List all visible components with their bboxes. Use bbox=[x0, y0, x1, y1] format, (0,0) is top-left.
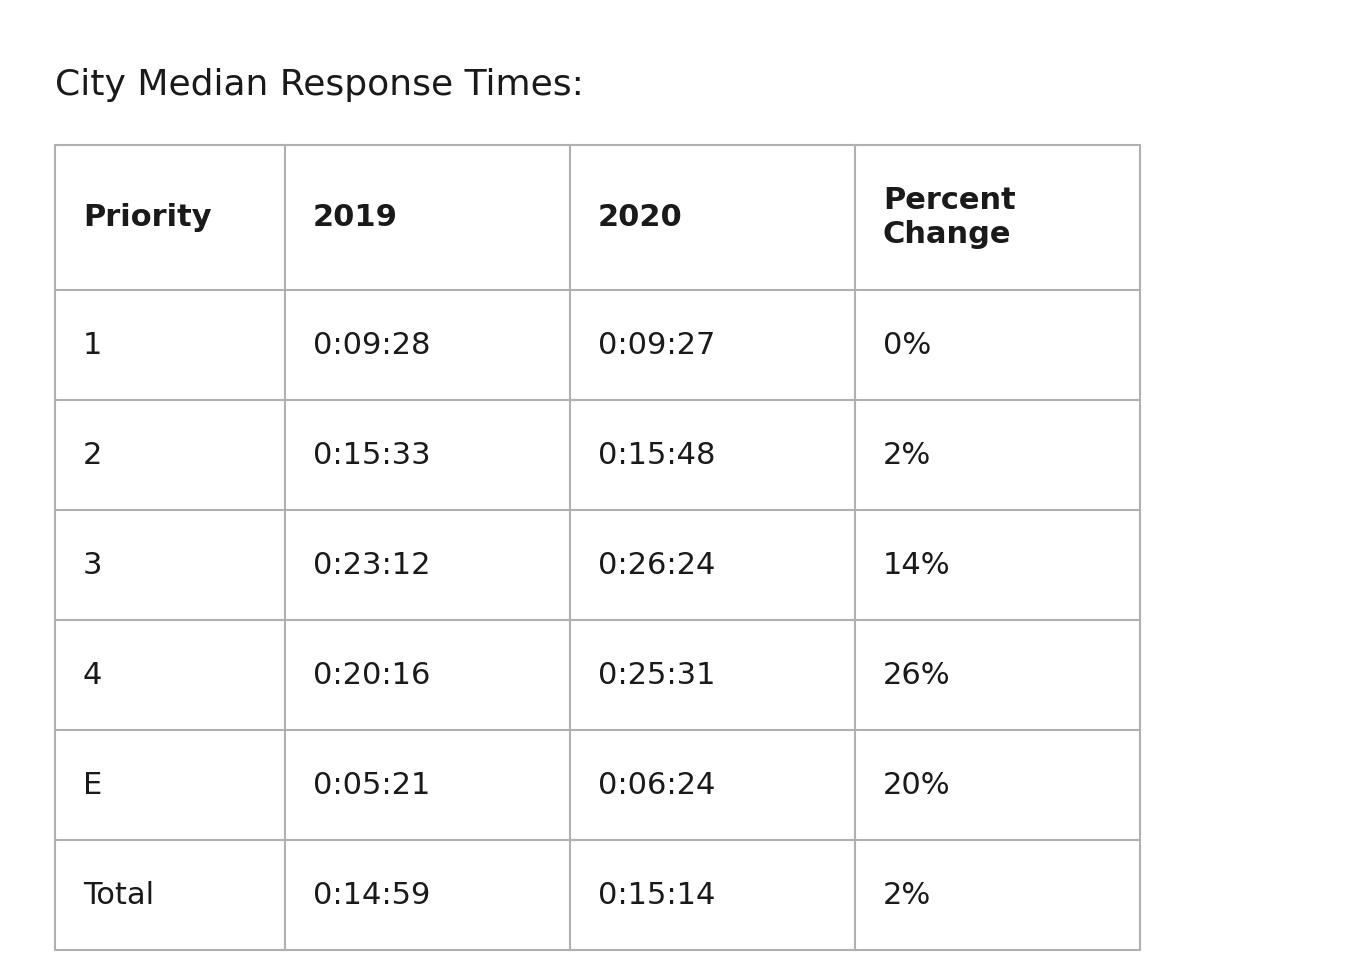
Text: 0:25:31: 0:25:31 bbox=[598, 660, 716, 690]
Text: 4: 4 bbox=[82, 660, 103, 690]
Text: 14%: 14% bbox=[883, 550, 950, 579]
Text: 2020: 2020 bbox=[598, 203, 683, 232]
Text: Total: Total bbox=[82, 880, 154, 910]
Text: 0:20:16: 0:20:16 bbox=[313, 660, 431, 690]
Text: Percent
Change: Percent Change bbox=[883, 187, 1015, 249]
Text: Priority: Priority bbox=[82, 203, 212, 232]
Text: 0:09:27: 0:09:27 bbox=[598, 330, 716, 360]
Text: 0:15:14: 0:15:14 bbox=[598, 880, 716, 910]
Text: 0:26:24: 0:26:24 bbox=[598, 550, 716, 579]
Text: 0:15:33: 0:15:33 bbox=[313, 441, 431, 470]
Text: 0:06:24: 0:06:24 bbox=[598, 771, 716, 799]
Text: 2: 2 bbox=[82, 441, 103, 470]
Text: 0%: 0% bbox=[883, 330, 932, 360]
Text: 0:15:48: 0:15:48 bbox=[598, 441, 716, 470]
Text: 2%: 2% bbox=[883, 441, 932, 470]
Text: City Median Response Times:: City Median Response Times: bbox=[55, 68, 583, 102]
Text: 1: 1 bbox=[82, 330, 103, 360]
Text: 2019: 2019 bbox=[313, 203, 398, 232]
Text: 0:23:12: 0:23:12 bbox=[313, 550, 431, 579]
Text: 3: 3 bbox=[82, 550, 103, 579]
Bar bbox=[55, 145, 1139, 950]
Text: 26%: 26% bbox=[883, 660, 950, 690]
Text: 0:05:21: 0:05:21 bbox=[313, 771, 431, 799]
Text: 2%: 2% bbox=[883, 880, 932, 910]
Text: 0:14:59: 0:14:59 bbox=[313, 880, 431, 910]
Text: 20%: 20% bbox=[883, 771, 950, 799]
Text: E: E bbox=[82, 771, 103, 799]
Text: 0:09:28: 0:09:28 bbox=[313, 330, 431, 360]
